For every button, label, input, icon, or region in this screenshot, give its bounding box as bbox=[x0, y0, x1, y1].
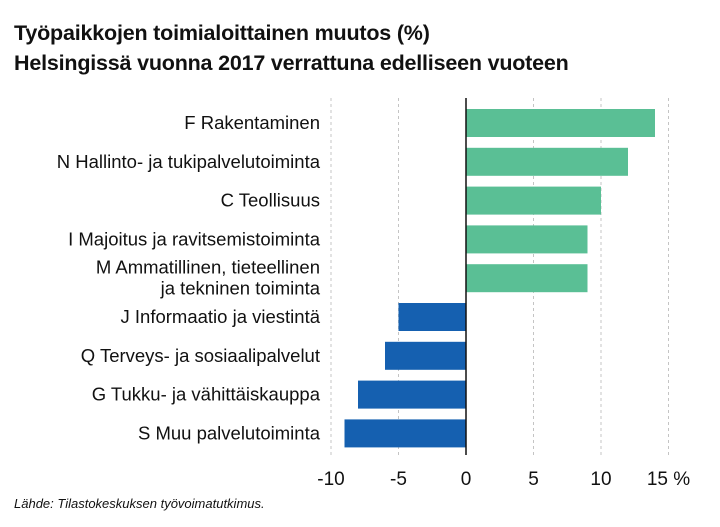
x-tick-label: -5 bbox=[390, 469, 407, 490]
category-label: F Rakentaminen bbox=[184, 112, 320, 133]
category-label: I Majoitus ja ravitsemistoiminta bbox=[68, 228, 321, 249]
chart-title: Työpaikkojen toimialoittainen muutos (%) bbox=[14, 21, 430, 45]
bar bbox=[466, 147, 628, 176]
category-label: S Muu palvelutoiminta bbox=[138, 422, 321, 443]
x-tick-label: 0 bbox=[461, 469, 472, 490]
bar bbox=[466, 264, 588, 293]
x-tick-label: 10 bbox=[590, 469, 611, 490]
bar bbox=[344, 419, 466, 448]
x-tick-label: -10 bbox=[317, 469, 344, 490]
x-tick-label: 15 % bbox=[647, 469, 690, 490]
category-label: M Ammatillinen, tieteellinen bbox=[96, 257, 320, 278]
bar bbox=[398, 303, 466, 331]
bar bbox=[466, 186, 601, 215]
category-label: G Tukku- ja vähittäiskauppa bbox=[92, 384, 321, 405]
x-tick-label: 5 bbox=[528, 469, 539, 490]
chart-subtitle: Helsingissä vuonna 2017 verrattuna edell… bbox=[14, 51, 569, 75]
bar bbox=[466, 109, 655, 137]
bar bbox=[466, 225, 588, 254]
category-label: N Hallinto- ja tukipalvelutoiminta bbox=[57, 151, 321, 172]
bar bbox=[358, 380, 466, 409]
chart-title-block: Työpaikkojen toimialoittainen muutos (%)… bbox=[14, 18, 569, 78]
category-label: Q Terveys- ja sosiaalipalvelut bbox=[81, 345, 320, 366]
category-label: C Teollisuus bbox=[221, 190, 320, 211]
source-note: Lähde: Tilastokeskuksen työvoimatutkimus… bbox=[14, 496, 265, 511]
category-label: ja tekninen toiminta bbox=[160, 278, 321, 299]
bar bbox=[385, 341, 466, 370]
category-label: J Informaatio ja viestintä bbox=[121, 306, 321, 327]
